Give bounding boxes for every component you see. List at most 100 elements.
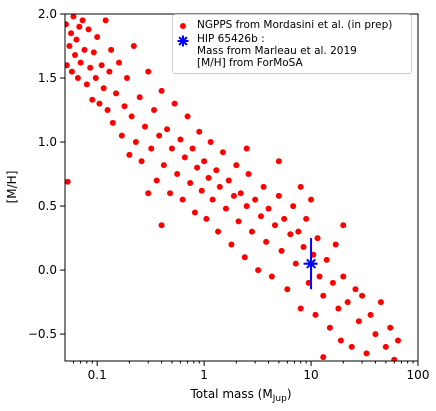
point (100, 85, 107, 92)
point (222, 205, 229, 212)
point (87, 64, 94, 71)
points (65, 14, 401, 361)
legend: NGPPS from Mordasini et al. (in prep) HI… (172, 14, 412, 74)
point (196, 128, 203, 135)
point (387, 324, 394, 331)
point (207, 139, 214, 146)
x-tick-label: 1 (200, 368, 208, 382)
point (109, 119, 116, 126)
point (65, 178, 71, 185)
point (121, 103, 128, 110)
point (335, 305, 342, 312)
x-tick-label: 10 (303, 368, 318, 382)
point (158, 222, 165, 229)
point (394, 337, 401, 344)
point (233, 162, 240, 169)
point (284, 286, 291, 293)
point (177, 136, 184, 143)
legend-entry: HIP 65426b : Mass from Marleau et al. 20… (175, 33, 409, 69)
point (68, 68, 75, 75)
point (290, 203, 297, 210)
point (83, 81, 90, 88)
point (189, 145, 196, 152)
point (230, 192, 237, 199)
point (367, 311, 374, 318)
point (348, 343, 355, 350)
point (203, 215, 210, 222)
point (248, 228, 255, 235)
point (138, 158, 145, 165)
legend-entry: NGPPS from Mordasini et al. (in prep) (175, 19, 409, 32)
point (184, 113, 191, 120)
point (235, 218, 242, 225)
point (77, 59, 84, 66)
point (104, 107, 111, 114)
point (181, 154, 188, 161)
legend-label: NGPPS from Mordasini et al. (in prep) (197, 19, 393, 31)
point (90, 49, 97, 56)
x-label-sub: Jup (272, 394, 287, 404)
point (272, 222, 279, 229)
point (116, 59, 123, 66)
point (145, 68, 152, 75)
point (263, 238, 270, 245)
point (320, 292, 327, 299)
point (295, 228, 302, 235)
x-tick-label: 0.1 (88, 368, 107, 382)
point (292, 260, 299, 267)
point (363, 350, 370, 357)
point (151, 107, 158, 114)
point (145, 190, 152, 197)
point (81, 46, 88, 53)
point (94, 34, 101, 41)
point (89, 96, 96, 103)
point (297, 183, 304, 190)
point (326, 324, 333, 331)
point (132, 139, 139, 146)
y-tick-label: 2.0 (38, 7, 57, 21)
point (257, 213, 264, 220)
point (76, 23, 83, 30)
point (179, 196, 186, 203)
x-label-end: ) (287, 387, 292, 401)
point (85, 26, 92, 33)
point (275, 192, 282, 199)
point (92, 75, 99, 82)
y-tick-label: 1.5 (38, 71, 57, 85)
point (377, 299, 384, 306)
point (275, 158, 282, 165)
point (340, 273, 347, 280)
point (352, 286, 359, 293)
point (142, 123, 149, 130)
point (243, 145, 250, 152)
legend-marker (180, 23, 186, 29)
point (391, 356, 398, 361)
point (209, 196, 216, 203)
y-tick-label: 0.5 (38, 199, 57, 213)
point (187, 180, 194, 187)
point (225, 177, 232, 184)
point (156, 132, 163, 139)
point (382, 343, 389, 350)
point (71, 51, 78, 58)
point (300, 244, 307, 251)
y-tick-label: 0.0 (38, 263, 57, 277)
point (167, 190, 174, 197)
point (153, 177, 160, 184)
point (160, 162, 167, 169)
x-tick-label: 100 (407, 368, 430, 382)
point (329, 279, 336, 286)
point (281, 215, 288, 222)
point (136, 94, 143, 101)
point (215, 228, 222, 235)
point (65, 62, 70, 69)
point (252, 196, 259, 203)
point (260, 183, 267, 190)
point (287, 231, 294, 238)
point (278, 247, 285, 254)
point (216, 183, 223, 190)
point (164, 126, 171, 133)
point (126, 151, 133, 158)
